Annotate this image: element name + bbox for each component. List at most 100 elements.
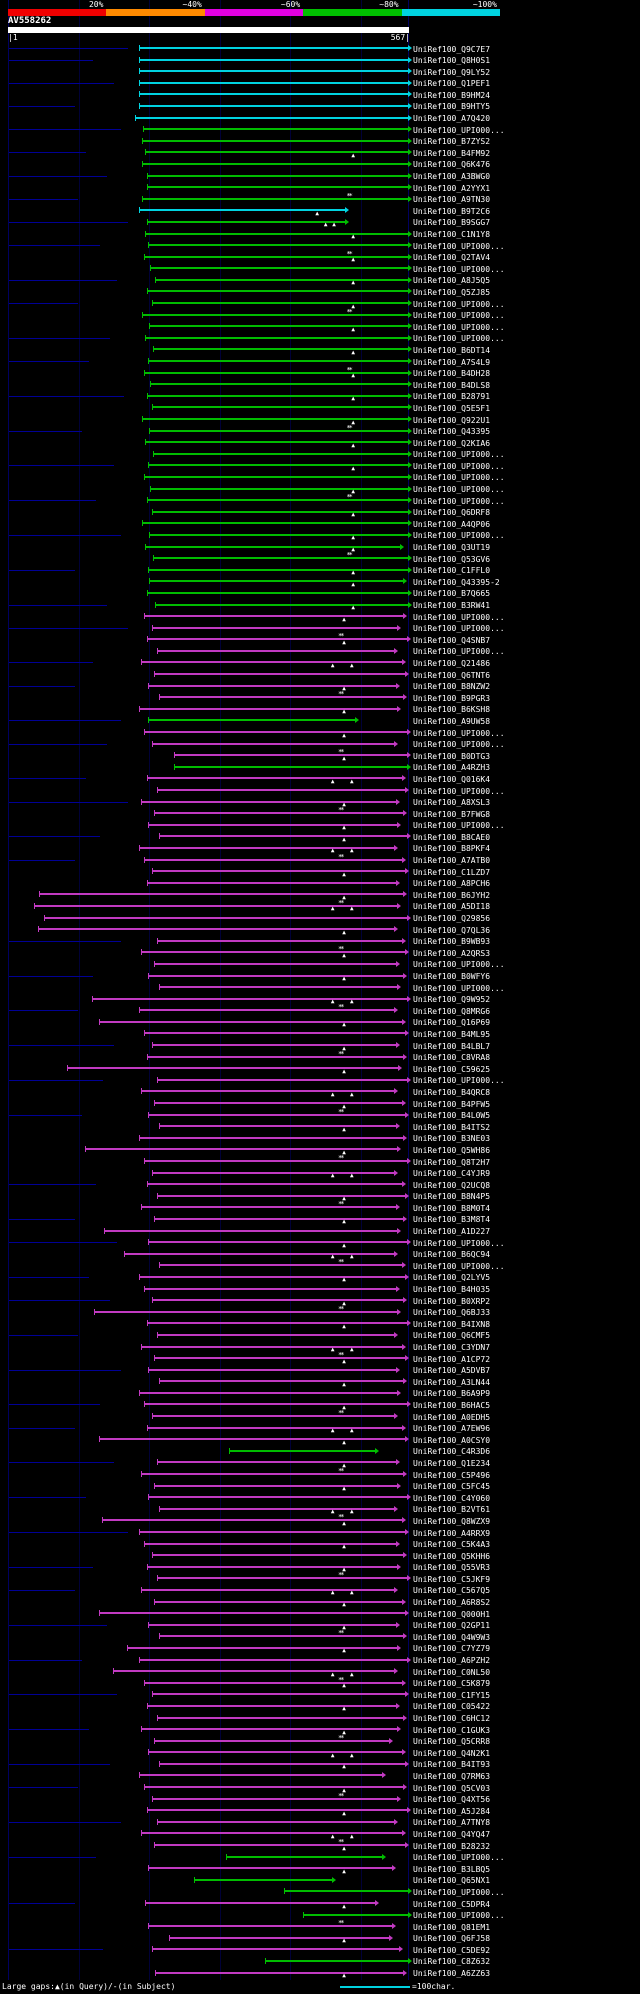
hit-bar[interactable] <box>143 253 413 260</box>
hit-label[interactable]: UniRef100_Q2LYV5 <box>413 1273 491 1283</box>
hit-bar[interactable] <box>156 1076 411 1083</box>
hit-label[interactable]: UniRef100_A2YYX1 <box>413 183 491 193</box>
hit-bar[interactable] <box>33 902 401 909</box>
hit-label[interactable]: UniRef100_Q4XT56 <box>413 1795 491 1805</box>
hit-bar[interactable] <box>174 763 411 770</box>
hit-label[interactable]: UniRef100_C1LZD7 <box>413 867 491 877</box>
hit-label[interactable]: UniRef100_C1FY15 <box>413 1690 491 1700</box>
hit-bar[interactable] <box>155 1969 407 1976</box>
hit-label[interactable]: UniRef100_Q5WH86 <box>413 1145 491 1155</box>
hit-label[interactable]: UniRef100_A8XSL3 <box>413 798 491 808</box>
hit-bar[interactable] <box>142 160 412 167</box>
hit-bar[interactable] <box>153 555 412 562</box>
hit-bar[interactable] <box>143 1158 411 1164</box>
hit-label[interactable]: UniRef100_B0DTG3 <box>413 751 491 761</box>
hit-bar[interactable] <box>151 740 399 747</box>
hit-bar[interactable] <box>138 1772 386 1779</box>
hit-bar[interactable] <box>145 439 412 446</box>
hit-label[interactable]: UniRef100_C3YDN7 <box>413 1343 491 1352</box>
hit-label[interactable]: UniRef100_A5DVB7 <box>413 1366 491 1376</box>
hit-bar[interactable] <box>141 1586 398 1593</box>
hit-bar[interactable] <box>146 1181 406 1188</box>
hit-bar[interactable] <box>148 1494 411 1501</box>
hit-label[interactable]: UniRef100_A7Q420 <box>413 114 491 124</box>
hit-label[interactable]: UniRef100_UPI000... <box>413 983 505 993</box>
hit-bar[interactable] <box>143 729 411 736</box>
hit-label[interactable]: UniRef100_C4YJR9 <box>413 1169 491 1179</box>
hit-bar[interactable] <box>146 1702 401 1709</box>
hit-label[interactable]: UniRef100_Q922U1 <box>413 415 491 425</box>
hit-label[interactable]: UniRef100_UPI000... <box>413 125 505 135</box>
hit-bar[interactable] <box>156 1192 409 1199</box>
hit-bar[interactable] <box>142 137 412 144</box>
hit-label[interactable]: UniRef100_Q6FJ58 <box>413 1934 491 1944</box>
hit-label[interactable]: UniRef100_Q6DRF8 <box>413 508 491 518</box>
hit-bar[interactable] <box>153 1842 410 1849</box>
hit-bar[interactable] <box>148 1923 397 1930</box>
hit-label[interactable]: UniRef100_UPI000... <box>413 1853 505 1863</box>
hit-label[interactable]: UniRef100_B4PFW5 <box>413 1099 491 1109</box>
hit-label[interactable]: UniRef100_C05422 <box>413 1702 491 1712</box>
hit-label[interactable]: UniRef100_C5K879 <box>413 1679 491 1689</box>
hit-bar[interactable] <box>148 1749 406 1756</box>
hit-bar[interactable] <box>146 1424 406 1431</box>
hit-bar[interactable] <box>148 323 413 330</box>
hit-bar[interactable] <box>98 1018 406 1025</box>
hit-label[interactable]: UniRef100_A8PCH6 <box>413 879 491 889</box>
hit-label[interactable]: UniRef100_B28232 <box>413 1841 491 1851</box>
hit-label[interactable]: UniRef100_A0EDH5 <box>413 1412 491 1422</box>
hit-bar[interactable] <box>91 995 411 1002</box>
hit-label[interactable]: UniRef100_C8Z632 <box>413 1957 491 1967</box>
hit-label[interactable]: UniRef100_Q65NX1 <box>413 1876 491 1886</box>
hit-label[interactable]: UniRef100_UPI000... <box>413 1887 505 1897</box>
hit-label[interactable]: UniRef100_Q81EM1 <box>413 1922 491 1932</box>
hit-bar[interactable] <box>151 1795 402 1802</box>
hit-label[interactable]: UniRef100_UPI000... <box>413 461 505 471</box>
hit-label[interactable]: UniRef100_B6JYH2 <box>413 890 491 900</box>
hit-bar[interactable] <box>146 288 413 295</box>
hit-bar[interactable] <box>153 1100 406 1107</box>
hit-label[interactable]: UniRef100_Q8WZX9 <box>413 1516 491 1526</box>
hit-bar[interactable] <box>153 1355 410 1362</box>
hit-bar[interactable] <box>138 1656 411 1663</box>
hit-bar[interactable] <box>156 787 409 793</box>
hit-bar[interactable] <box>151 868 409 875</box>
hit-bar[interactable] <box>151 1297 408 1304</box>
hit-label[interactable]: UniRef100_B4QRC8 <box>413 1087 491 1097</box>
hit-bar[interactable] <box>155 276 412 283</box>
hit-bar[interactable] <box>153 810 408 817</box>
hit-bar[interactable] <box>153 346 412 353</box>
hit-label[interactable]: UniRef100_UPI000... <box>413 264 505 274</box>
hit-label[interactable]: UniRef100_UPI000... <box>413 821 505 831</box>
hit-bar[interactable] <box>104 1227 402 1234</box>
hit-label[interactable]: UniRef100_C5DPR4 <box>413 1899 491 1909</box>
hit-bar[interactable] <box>146 497 413 504</box>
hit-label[interactable]: UniRef100_C4R3D6 <box>413 1447 491 1457</box>
hit-label[interactable]: UniRef100_Q8MRG6 <box>413 1006 491 1016</box>
hit-label[interactable]: UniRef100_Q2UCQ8 <box>413 1180 491 1190</box>
hit-bar[interactable] <box>159 1262 406 1269</box>
hit-bar[interactable] <box>141 1204 400 1211</box>
hit-bar[interactable] <box>153 1737 394 1744</box>
hit-label[interactable]: UniRef100_B9HTY5 <box>413 102 491 112</box>
hit-label[interactable]: UniRef100_B7FWG8 <box>413 809 491 819</box>
hit-bar[interactable] <box>225 1853 387 1860</box>
hit-label[interactable]: UniRef100_UPI000... <box>413 334 505 344</box>
hit-label[interactable]: UniRef100_A0CSY0 <box>413 1435 491 1445</box>
hit-bar[interactable] <box>148 1621 400 1628</box>
hit-bar[interactable] <box>148 242 412 249</box>
hit-bar[interactable] <box>102 1517 406 1524</box>
hit-bar[interactable] <box>98 1610 409 1617</box>
hit-label[interactable]: UniRef100_Q2KIA6 <box>413 438 491 448</box>
hit-label[interactable]: UniRef100_B4IT93 <box>413 1760 491 1770</box>
hit-bar[interactable] <box>140 1726 402 1733</box>
hit-label[interactable]: UniRef100_UPI000... <box>413 960 505 970</box>
hit-bar[interactable] <box>138 1273 410 1280</box>
hit-label[interactable]: UniRef100_A3BWG0 <box>413 172 491 182</box>
hit-label[interactable]: UniRef100_Q43395-2 <box>413 577 500 587</box>
hit-label[interactable]: UniRef100_B8CAE0 <box>413 832 491 842</box>
hit-label[interactable]: UniRef100_A1D227 <box>413 1227 491 1237</box>
hit-label[interactable]: UniRef100_B6KSH8 <box>413 705 491 715</box>
hit-label[interactable]: UniRef100_Q4SNB7 <box>413 635 491 645</box>
hit-label[interactable]: UniRef100_B9PGR3 <box>413 693 491 703</box>
